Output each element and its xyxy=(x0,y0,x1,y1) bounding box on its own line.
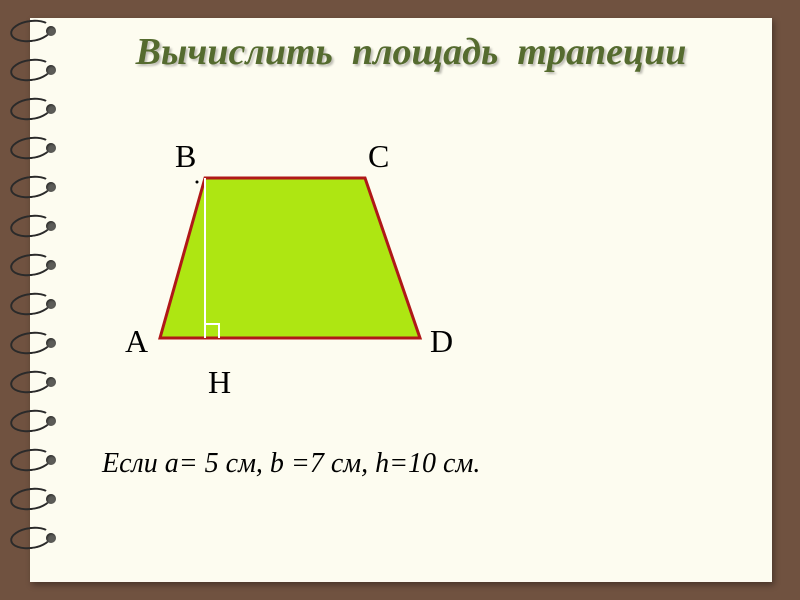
vertex-label-D: D xyxy=(430,323,453,360)
spiral-coil xyxy=(10,332,62,356)
spiral-coil xyxy=(10,371,62,395)
spiral-coil xyxy=(10,137,62,161)
trapezoid-diagram xyxy=(130,138,450,398)
spiral-coil xyxy=(10,20,62,44)
spiral-coil xyxy=(10,254,62,278)
spiral-coil xyxy=(10,176,62,200)
spiral-coil xyxy=(10,449,62,473)
slide-title: Вычислить площадь трапеции xyxy=(70,30,752,74)
spiral-coil xyxy=(10,98,62,122)
spiral-binding xyxy=(10,20,70,580)
paper-background: Вычислить площадь трапеции A B C D H Есл… xyxy=(30,18,772,582)
spiral-coil xyxy=(10,488,62,512)
vertex-label-H: H xyxy=(208,364,231,401)
spiral-coil xyxy=(10,293,62,317)
condition-text: Если a= 5 см, b =7 см, h=10 см. xyxy=(102,448,480,480)
vertex-label-A: A xyxy=(125,323,148,360)
spiral-coil xyxy=(10,527,62,551)
vertex-label-B: B xyxy=(175,138,196,175)
spiral-coil xyxy=(10,215,62,239)
slide-frame: Вычислить площадь трапеции A B C D H Есл… xyxy=(0,0,800,600)
vertex-label-C: C xyxy=(368,138,389,175)
vertex-dot xyxy=(196,181,199,184)
trapezoid-shape xyxy=(160,178,420,338)
spiral-coil xyxy=(10,410,62,434)
spiral-coil xyxy=(10,59,62,83)
